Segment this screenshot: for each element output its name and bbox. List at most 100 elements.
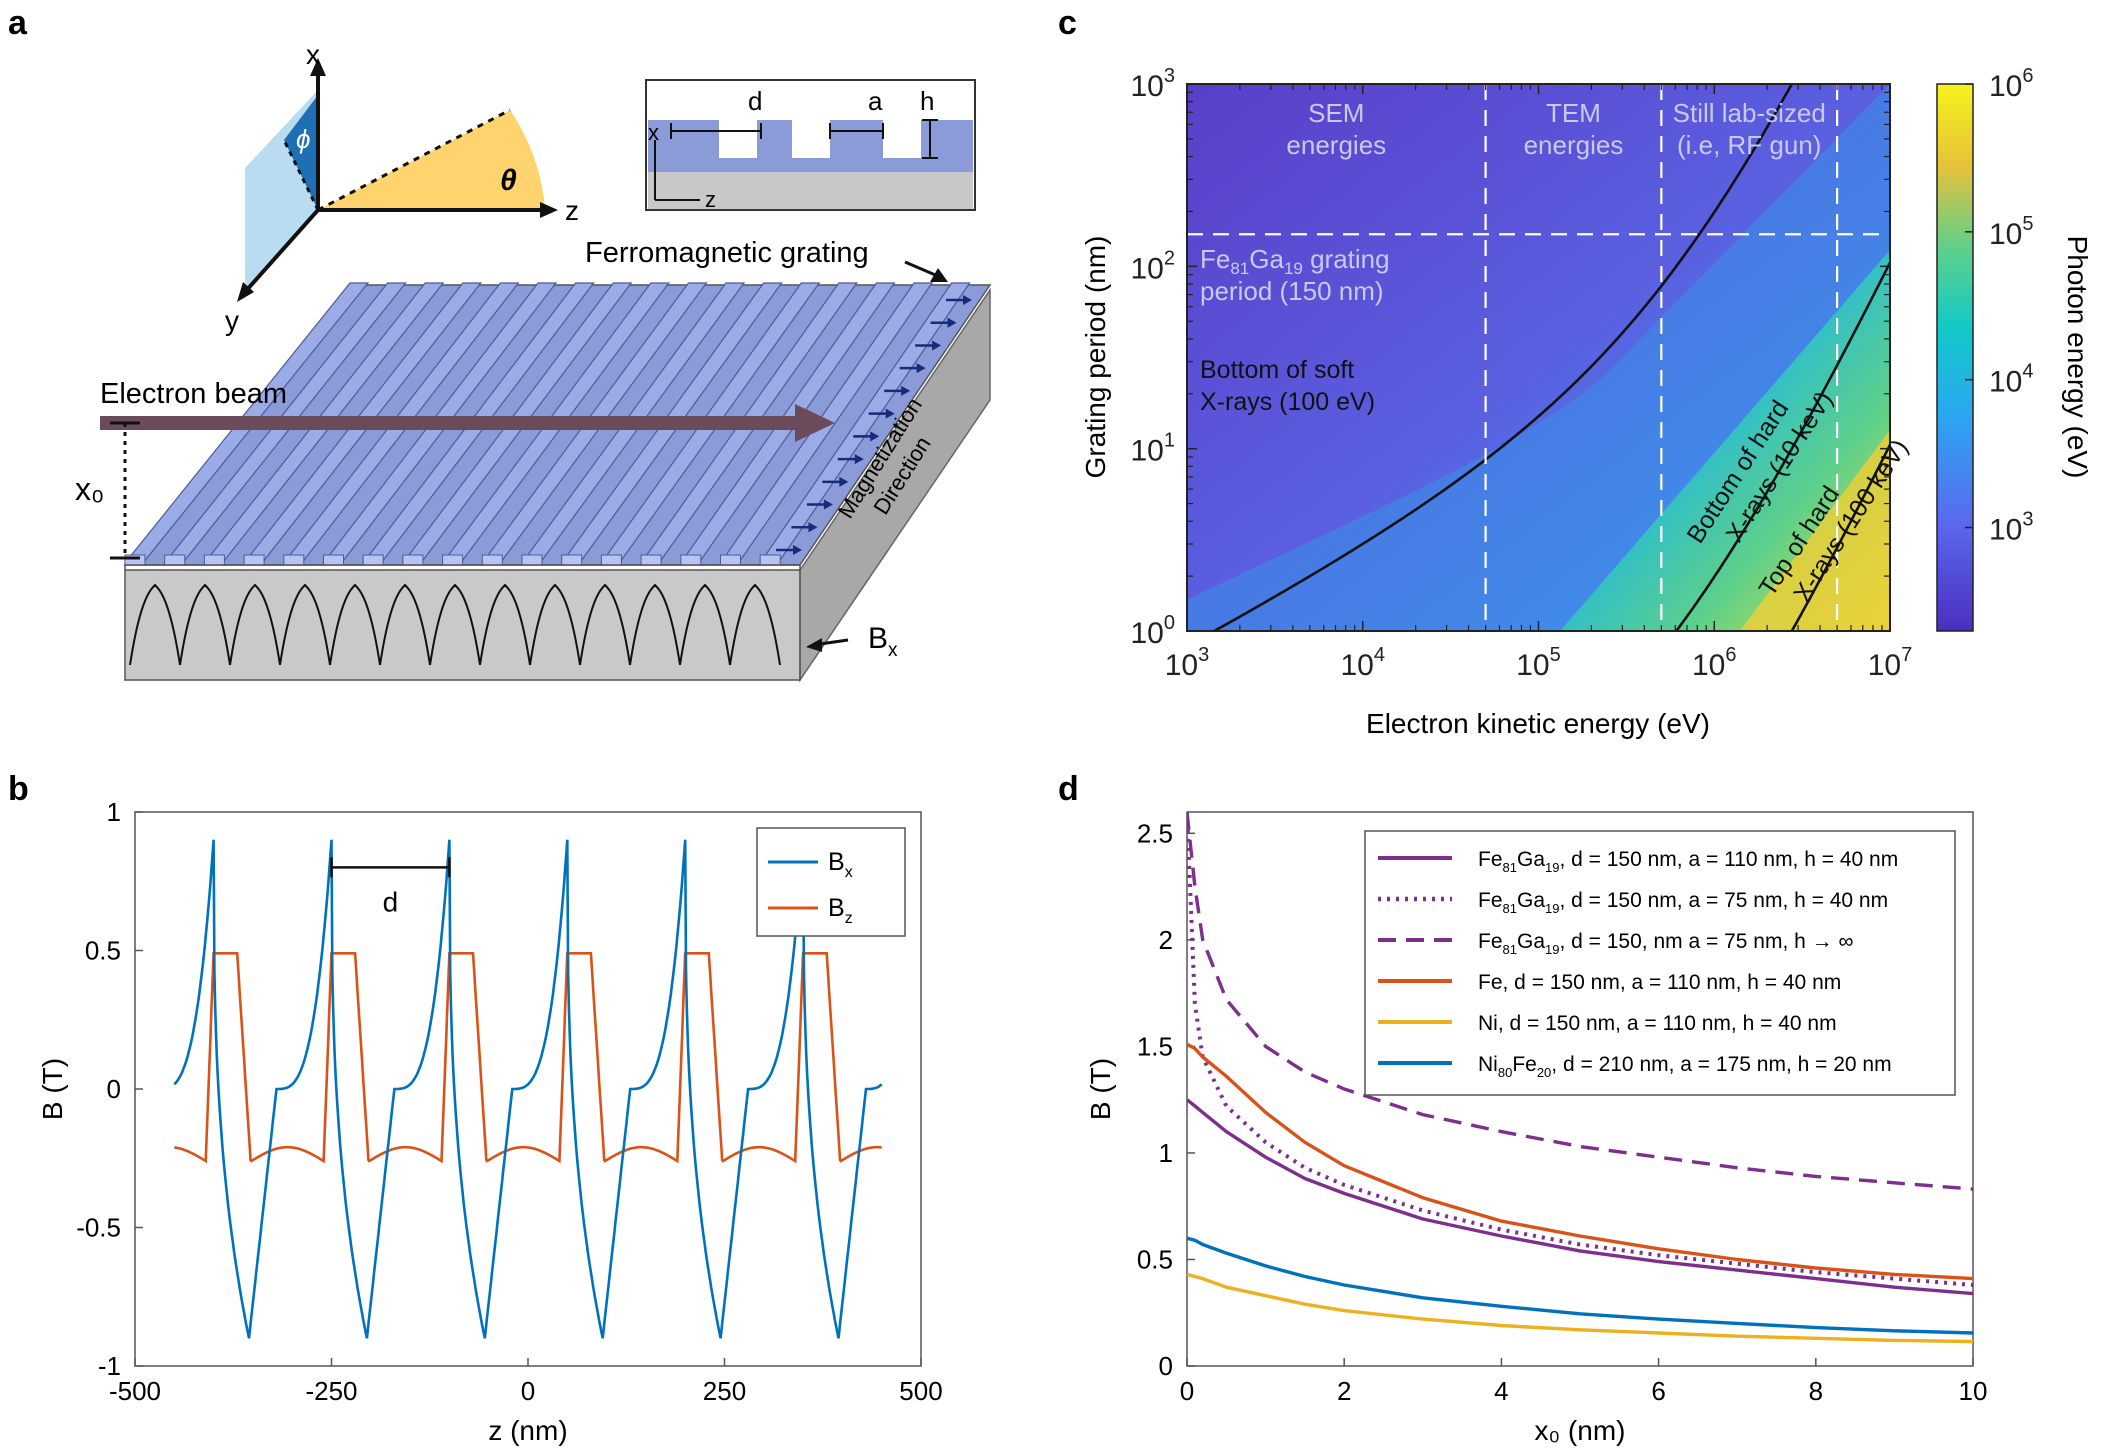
z-arrowhead: [540, 202, 558, 218]
contour-soft-line2: X-rays (100 eV): [1200, 388, 1375, 416]
panel-d-xtick: 10: [1959, 1376, 1988, 1406]
grating-note-line2: period (150 nm): [1200, 276, 1384, 306]
panel-b-ytick: -1: [98, 1351, 121, 1381]
series-line: [1187, 1236, 1973, 1335]
inset-z-label: z: [705, 187, 716, 212]
panel-label-b: b: [8, 770, 29, 808]
inset-a-label: a: [868, 86, 883, 116]
panel-c-ytick: 103: [1131, 65, 1176, 103]
colorbar-tick: 103: [1989, 509, 2034, 547]
region-label-line2: energies: [1524, 130, 1624, 160]
theta-wedge: [318, 110, 545, 210]
series-line: [1187, 1098, 1973, 1296]
panel-b-chart: -500 -250 0 250 500 1 0.5 0 -0.5 -1 d z (nm) B (T…: [37, 797, 943, 1446]
legend-entry: Fe81Ga19, d = 150 nm, a = 75 nm, h = 40 …: [1478, 889, 1888, 916]
period-label: d: [383, 886, 399, 917]
magnetization-arrows: [776, 295, 972, 555]
panel-d-legend: Fe81Ga19, d = 150 nm, a = 110 nm, h = 40…: [1364, 830, 1956, 1096]
inset-substrate: [648, 172, 973, 209]
grating-label: Ferromagnetic grating: [585, 237, 869, 269]
grating-note: Fe81Ga19 grating period (150 nm): [1200, 244, 1390, 306]
colorbar-tick: 104: [1989, 361, 2034, 399]
panel-d-xtick: 6: [1651, 1376, 1665, 1406]
colorbar-tick: 105: [1989, 213, 2034, 251]
phi-wedge: [284, 95, 318, 210]
panel-d-ylabel: B (T): [1085, 1058, 1116, 1120]
panel-d-chart: 0 2 4 6 8 10 0 0.5 1 1.5 2 2.5 x₀ (nm) B (T) Fe81Ga…: [1085, 811, 1988, 1446]
series-line: [1187, 1042, 1973, 1281]
series-bx-line: [173, 839, 883, 1339]
contour-soft-line1: Bottom of soft: [1200, 356, 1354, 384]
ridge-front-face: [680, 554, 702, 566]
panel-c-ytick: 100: [1131, 612, 1176, 650]
panel-c-ytick: 101: [1131, 430, 1176, 468]
bx-cusp-profile: [129, 583, 781, 666]
ridge-front-face: [481, 554, 503, 566]
inset-h-label: h: [920, 86, 934, 116]
grating-inset: d a h x z: [645, 79, 976, 212]
legend-box: [756, 827, 906, 937]
panel-b-legend: Bx Bz: [756, 827, 906, 937]
panel-c-xlabel: Electron kinetic energy (eV): [1366, 708, 1710, 739]
panel-c-xtick: 103: [1165, 644, 1210, 682]
ridge-front-face: [720, 554, 741, 566]
region-label-line1: Still lab-sized: [1673, 98, 1826, 128]
colorbar: [1936, 83, 1974, 632]
inset-groove-3: [883, 120, 921, 158]
panel-b-xtick: -500: [109, 1376, 161, 1406]
coordinate-axes: x z y ϕ θ: [225, 39, 579, 336]
ridge-front-face: [203, 554, 225, 566]
series-line: [1187, 1272, 1973, 1344]
panel-d-xlabel: x₀ (nm): [1535, 1415, 1626, 1446]
ridge-front-face: [442, 554, 464, 566]
grating-pointer: [904, 260, 941, 279]
legend-entry: Ni, d = 150 nm, a = 110 nm, h = 40 nm: [1478, 1012, 1837, 1035]
panel-label-c: c: [1058, 4, 1077, 42]
ridge-front-face: [521, 554, 543, 566]
panel-b-ytick: -0.5: [76, 1213, 121, 1243]
series-line: [1187, 812, 1973, 1191]
ridge-front-face: [243, 554, 265, 566]
reference-lines: [1187, 84, 1890, 631]
panel-d-xtick: 4: [1494, 1376, 1508, 1406]
series-line: [1187, 812, 1973, 1287]
phi-label: ϕ: [296, 124, 310, 154]
ridge-front-face: [640, 554, 662, 566]
ridge-front-face: [362, 554, 384, 566]
colorbar-tick: 106: [1989, 65, 2034, 103]
legend-bz-label: Bz: [828, 894, 853, 927]
axis-x-label: x: [306, 39, 320, 70]
y-arrowhead: [237, 282, 254, 302]
panel-b-ylabel: B (T): [37, 1058, 68, 1120]
theta-label: θ: [500, 164, 517, 197]
axis-y-label: y: [225, 305, 239, 336]
panel-a-illustration: x z y ϕ θ d a h x: [75, 39, 992, 683]
ridge-front-face: [164, 554, 186, 566]
bx-cusps: [129, 583, 781, 666]
grating-block: Electron beam x₀ Ferromagnetic grating M…: [75, 237, 992, 683]
panel-b-xtick: -250: [305, 1376, 357, 1406]
ridge-front-face: [323, 554, 344, 566]
legend-entry: Fe81Ga19, d = 150 nm, a = 110 nm, h = 40…: [1478, 848, 1898, 875]
panel-b-ytick: 0.5: [85, 936, 121, 966]
panel-d-ytick: 0.5: [1137, 1244, 1173, 1274]
panel-d-ytick: 1.5: [1137, 1031, 1173, 1061]
panel-b-ytick: 0: [107, 1074, 121, 1104]
panel-d-ytick: 1: [1159, 1138, 1173, 1168]
panel-b-xtick: 500: [899, 1376, 942, 1406]
theta-dashed-ray: [317, 108, 511, 212]
panel-d-ytick: 0: [1159, 1351, 1173, 1381]
series-bz-line: [174, 952, 882, 1164]
region-label-line1: SEM: [1308, 98, 1364, 128]
heatmap-high-region: [1560, 250, 1890, 631]
inset-groove-2: [792, 120, 830, 158]
panel-d-series: [1187, 812, 1973, 1344]
panel-label-a: a: [8, 4, 28, 42]
photon-energy-contour: [1211, 84, 1794, 631]
panel-d-xtick: 8: [1809, 1376, 1823, 1406]
electron-beam-label: Electron beam: [100, 378, 287, 410]
panel-d-xtick: 0: [1180, 1376, 1194, 1406]
legend-entry: Fe81Ga19, d = 150, nm a = 75 nm, h → ∞: [1478, 930, 1853, 957]
